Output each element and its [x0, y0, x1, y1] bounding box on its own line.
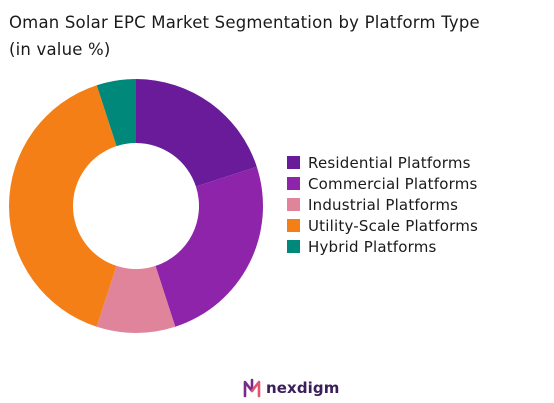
legend-label: Residential Platforms [308, 153, 471, 172]
chart-title-line-1: Oman Solar EPC Market Segmentation by Pl… [9, 13, 480, 32]
chart-title: Oman Solar EPC Market Segmentation by Pl… [9, 9, 549, 63]
legend-label: Hybrid Platforms [308, 237, 437, 256]
legend-swatch [287, 219, 300, 232]
donut-slice-hybrid-platforms [96, 79, 136, 147]
donut-slice-industrial-platforms [96, 265, 176, 333]
brand-logo: nexdigm [242, 376, 339, 400]
legend-swatch [287, 198, 300, 211]
brand-name: nexdigm [266, 379, 340, 397]
legend-item-commercial-platforms: Commercial Platforms [287, 173, 478, 194]
legend-item-utility-scale-platforms: Utility-Scale Platforms [287, 215, 478, 236]
legend-label: Utility-Scale Platforms [308, 216, 479, 235]
legend-item-residential-platforms: Residential Platforms [287, 152, 478, 173]
legend-swatch [287, 156, 300, 169]
legend-item-industrial-platforms: Industrial Platforms [287, 194, 478, 215]
legend-label: Commercial Platforms [308, 174, 478, 193]
donut-slice-residential-platforms [136, 79, 257, 187]
donut-slice-commercial-platforms [155, 166, 263, 327]
legend-swatch [287, 240, 300, 253]
legend-swatch [287, 177, 300, 190]
donut-slice-utility-scale-platforms [9, 85, 117, 327]
legend-label: Industrial Platforms [308, 195, 459, 214]
nexdigm-logo-icon [243, 378, 261, 398]
legend-item-hybrid-platforms: Hybrid Platforms [287, 236, 478, 257]
chart-legend: Residential Platforms Commercial Platform… [287, 152, 478, 257]
chart-title-line-2: (in value %) [9, 40, 111, 59]
